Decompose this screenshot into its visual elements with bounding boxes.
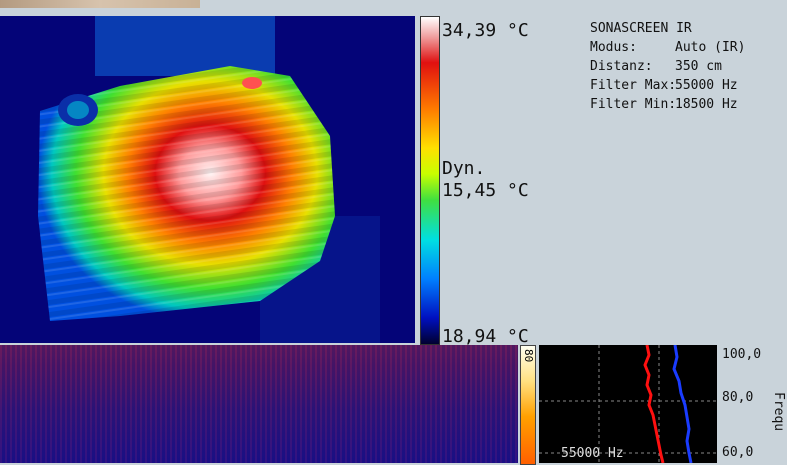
camera-photo-strip — [0, 0, 200, 8]
axis-tick-80: 80,0 — [722, 390, 754, 405]
info-label-distance: Distanz: — [590, 59, 653, 74]
scale-max-temp: 34,39 °C — [442, 20, 529, 41]
info-label-filter-min: Filter Min: — [590, 97, 677, 112]
scale-mid-temp: 15,45 °C — [442, 180, 529, 201]
info-label-filter-max: Filter Max: — [590, 78, 677, 93]
scale-dyn-label: Dyn. — [442, 158, 486, 179]
frequency-caption: 55000 Hz — [561, 446, 624, 461]
temperature-color-scale — [420, 16, 440, 345]
axis-tick-60: 60,0 — [722, 445, 754, 460]
acoustic-panel: 80 55000 Hz 100,0 80,0 60,0 — [0, 345, 787, 465]
scale-min-temp: 18,94 °C — [442, 326, 529, 347]
info-value-distance: 350 cm — [675, 59, 722, 74]
frequency-traces — [539, 345, 717, 463]
info-value-filter-min: 18500 Hz — [675, 97, 738, 112]
axis-tick-100: 100,0 — [722, 347, 762, 362]
frequency-plot[interactable]: 55000 Hz — [539, 345, 717, 463]
spectrogram[interactable] — [0, 345, 518, 463]
info-value-filter-max: 55000 Hz — [675, 78, 738, 93]
intensity-color-scale — [520, 345, 536, 465]
device-title: SONASCREEN IR — [590, 21, 692, 36]
info-label-mode: Modus: — [590, 40, 637, 55]
frequency-axis-title: Frequ — [771, 392, 786, 432]
thermal-image[interactable] — [0, 16, 415, 343]
thermal-heatmap — [0, 16, 415, 343]
info-value-mode: Auto (IR) — [675, 40, 746, 55]
intensity-scale-value: 80 — [522, 349, 535, 363]
